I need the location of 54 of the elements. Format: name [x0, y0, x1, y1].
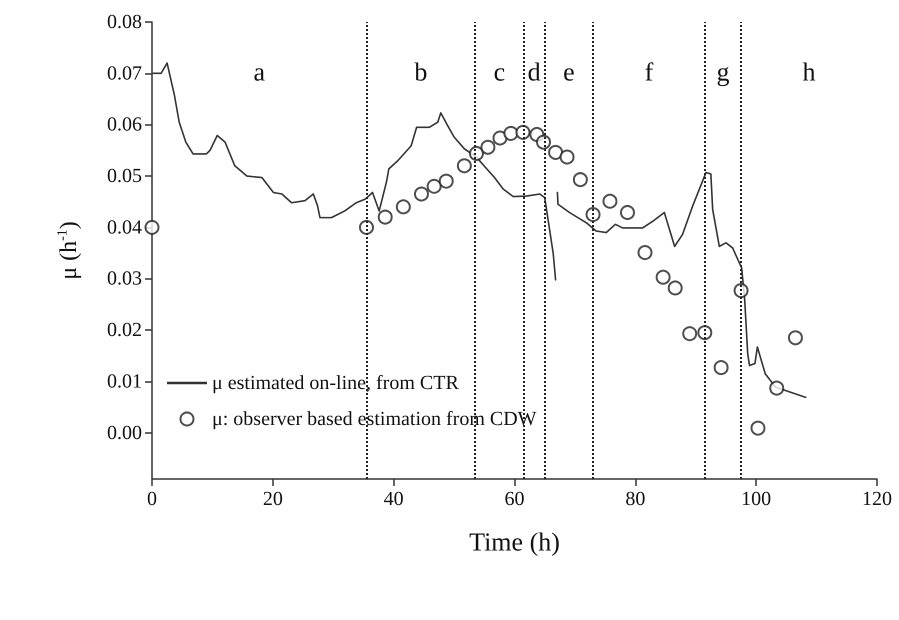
annotation: g — [716, 58, 730, 86]
y-tick-label: 0.05 — [107, 165, 142, 188]
y-tick-label: 0.08 — [107, 11, 142, 33]
legend-label: μ: observer based estimation from CDW — [212, 408, 537, 430]
point — [769, 380, 784, 396]
point — [602, 194, 618, 209]
point — [620, 205, 635, 220]
y-tick-label: 0.04 — [107, 216, 142, 238]
y-tick-label: 0.00 — [107, 422, 142, 444]
point — [378, 210, 393, 225]
point — [456, 158, 472, 174]
annotation: d — [528, 58, 541, 86]
point — [548, 144, 564, 160]
x-tick-label: 80 — [625, 488, 646, 510]
point — [668, 280, 683, 296]
point — [426, 178, 442, 194]
x-tick-label: 120 — [862, 488, 892, 510]
y-tick-label: 0.03 — [107, 268, 142, 290]
x-tick-label: 40 — [384, 488, 404, 510]
y-tick-label: 0.01 — [107, 370, 142, 392]
x-tick-label: 100 — [741, 488, 772, 510]
point — [480, 140, 496, 155]
y-tick-label: 0.07 — [107, 62, 142, 84]
point — [503, 126, 518, 141]
x-tick-label: 60 — [504, 488, 524, 510]
x-axis-title: Time (h) — [469, 528, 560, 556]
point — [560, 150, 575, 165]
x-tick-label: 0 — [147, 488, 157, 510]
point — [414, 186, 429, 202]
y-tick-label: 0.02 — [107, 319, 142, 342]
annotation: h — [802, 58, 816, 86]
point — [536, 134, 551, 150]
legend-label: μ estimated on-line, from CTR — [212, 372, 460, 394]
annotation: b — [414, 58, 428, 86]
point — [788, 330, 803, 346]
point — [656, 270, 671, 285]
annotation: f — [644, 58, 654, 86]
point — [438, 174, 454, 189]
point — [586, 207, 601, 222]
annotation: a — [253, 58, 266, 86]
point — [396, 199, 411, 214]
point — [750, 420, 766, 436]
point — [492, 130, 508, 146]
point — [638, 245, 652, 260]
point — [572, 172, 588, 188]
annotation: c — [494, 58, 506, 86]
x-tick-label: 20 — [262, 488, 283, 510]
y-tick-label: 0.06 — [107, 114, 142, 136]
point — [734, 283, 749, 298]
point — [144, 220, 160, 235]
annotation: e — [563, 58, 575, 86]
point — [682, 326, 698, 342]
point — [714, 360, 729, 376]
y-axis-title: μ (h-1) — [56, 221, 82, 280]
